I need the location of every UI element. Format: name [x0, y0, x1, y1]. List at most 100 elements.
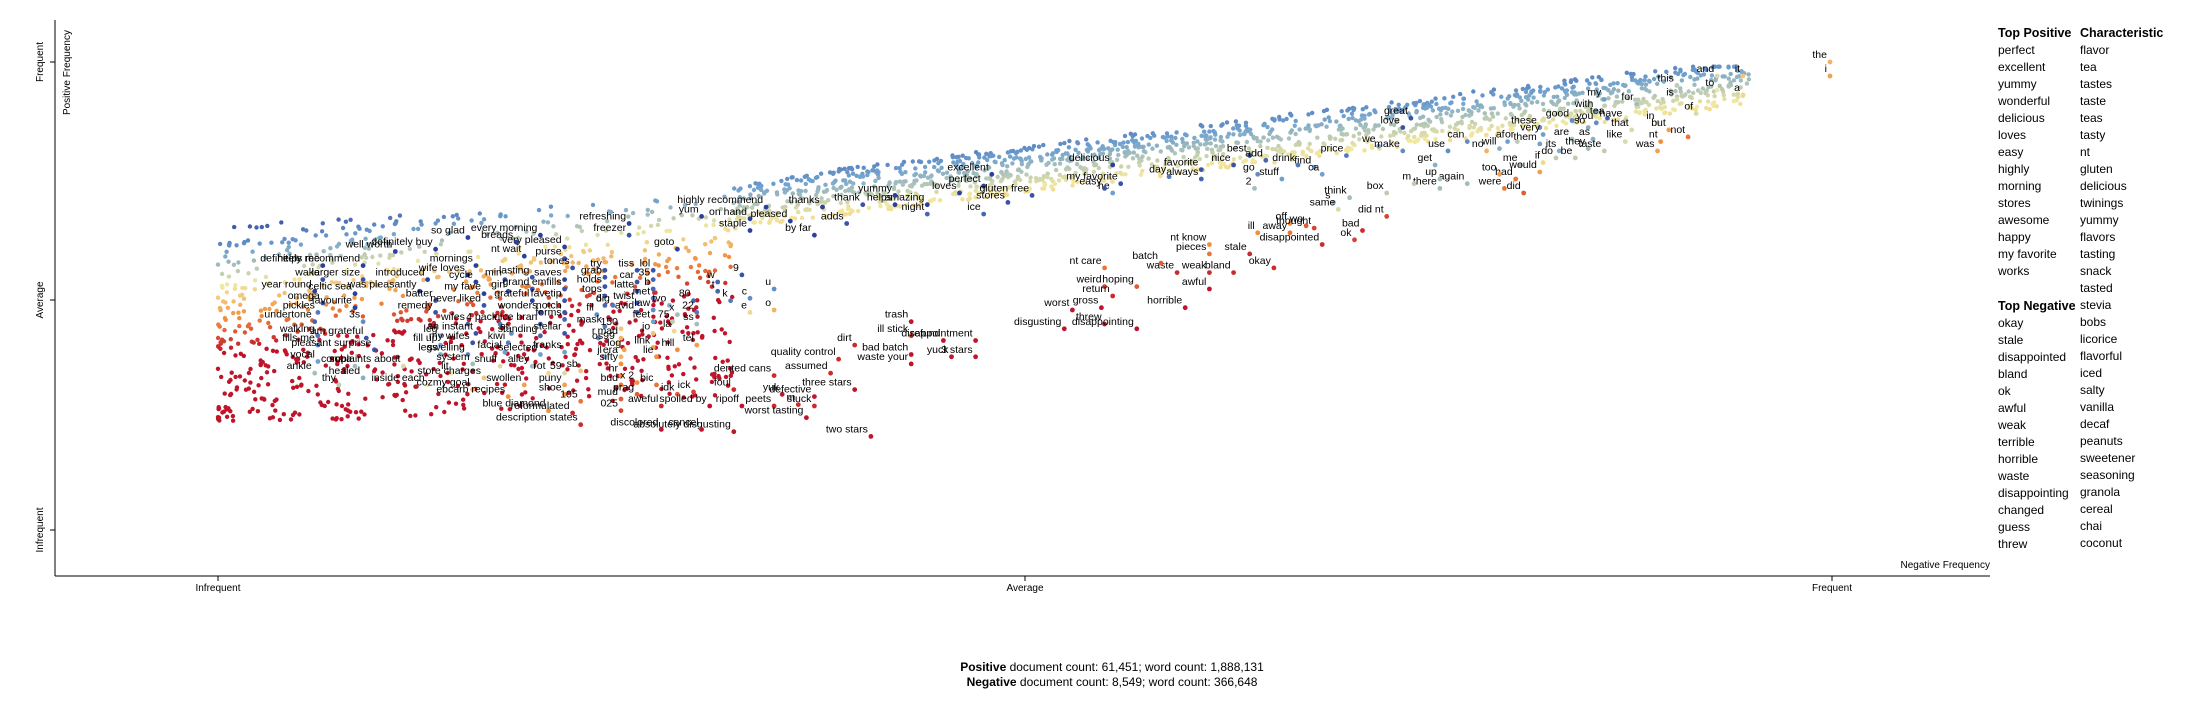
- term-point[interactable]: [556, 303, 562, 309]
- term-point[interactable]: [454, 212, 459, 218]
- term-point[interactable]: [516, 353, 521, 359]
- term-label[interactable]: ick: [678, 379, 692, 391]
- term-point[interactable]: [296, 281, 302, 286]
- term-point[interactable]: [1686, 89, 1691, 94]
- term-point[interactable]: [888, 204, 893, 210]
- term-label[interactable]: ankie: [287, 360, 312, 372]
- term-point[interactable]: [216, 322, 221, 327]
- term-point[interactable]: [251, 340, 256, 345]
- term-point[interactable]: [1364, 105, 1369, 110]
- labeled-term-point[interactable]: [844, 221, 850, 226]
- term-point[interactable]: [641, 230, 646, 235]
- characteristic-item[interactable]: chai: [2080, 519, 2103, 533]
- term-point[interactable]: [1100, 144, 1105, 149]
- term-point[interactable]: [362, 252, 367, 257]
- term-point[interactable]: [1721, 92, 1726, 98]
- term-point[interactable]: [563, 354, 568, 360]
- labeled-term-point[interactable]: [1411, 181, 1417, 187]
- term-point[interactable]: [500, 390, 505, 395]
- term-point[interactable]: [1365, 139, 1370, 144]
- term-point[interactable]: [632, 284, 638, 289]
- top-positive-item[interactable]: stores: [1998, 196, 2031, 210]
- term-label[interactable]: disappointing: [1072, 316, 1134, 328]
- term-point[interactable]: [546, 302, 551, 308]
- term-point[interactable]: [228, 377, 233, 383]
- term-label[interactable]: easy: [1079, 175, 1102, 187]
- term-point[interactable]: [576, 363, 581, 368]
- term-point[interactable]: [333, 417, 339, 422]
- term-point[interactable]: [1373, 123, 1378, 128]
- term-point[interactable]: [1412, 134, 1417, 140]
- term-point[interactable]: [822, 200, 828, 205]
- term-point[interactable]: [681, 237, 686, 242]
- term-point[interactable]: [339, 355, 344, 361]
- term-point[interactable]: [1561, 106, 1566, 111]
- characteristic-item[interactable]: tasting: [2080, 247, 2116, 261]
- term-point[interactable]: [528, 260, 534, 265]
- term-point[interactable]: [1555, 94, 1560, 99]
- term-point[interactable]: [984, 176, 989, 181]
- term-point[interactable]: [688, 264, 694, 270]
- term-point[interactable]: [973, 195, 978, 200]
- term-point[interactable]: [1657, 105, 1663, 110]
- term-label[interactable]: add: [1245, 147, 1263, 159]
- term-point[interactable]: [951, 160, 956, 165]
- term-point[interactable]: [1065, 151, 1070, 156]
- term-point[interactable]: [352, 262, 358, 267]
- term-point[interactable]: [1391, 129, 1397, 135]
- labeled-term-point[interactable]: [981, 211, 987, 217]
- term-point[interactable]: [221, 350, 227, 356]
- term-point[interactable]: [719, 327, 724, 332]
- term-point[interactable]: [392, 355, 397, 360]
- term-point[interactable]: [348, 340, 354, 345]
- labeled-term-point[interactable]: [634, 279, 640, 285]
- term-point[interactable]: [480, 309, 485, 315]
- term-label[interactable]: 105: [560, 388, 578, 400]
- term-label[interactable]: law: [634, 297, 650, 309]
- term-point[interactable]: [579, 228, 584, 234]
- term-point[interactable]: [387, 279, 392, 284]
- term-point[interactable]: [656, 272, 662, 278]
- term-point[interactable]: [433, 221, 438, 226]
- term-point[interactable]: [1110, 179, 1115, 184]
- term-point[interactable]: [1386, 104, 1392, 110]
- term-point[interactable]: [380, 224, 385, 229]
- term-point[interactable]: [1023, 156, 1028, 162]
- term-point[interactable]: [390, 342, 396, 348]
- term-point[interactable]: [686, 331, 691, 336]
- term-point[interactable]: [1243, 123, 1249, 128]
- term-point[interactable]: [601, 342, 606, 347]
- labeled-term-point[interactable]: [602, 267, 608, 273]
- term-point[interactable]: [499, 312, 504, 318]
- term-point[interactable]: [435, 275, 440, 280]
- term-point[interactable]: [843, 188, 848, 194]
- term-point[interactable]: [233, 283, 238, 288]
- term-point[interactable]: [579, 318, 584, 324]
- labeled-term-point[interactable]: [650, 267, 656, 273]
- term-point[interactable]: [897, 179, 903, 184]
- term-point[interactable]: [1075, 180, 1080, 185]
- term-label[interactable]: 80: [679, 288, 691, 300]
- term-label[interactable]: ill: [1248, 220, 1255, 232]
- term-point[interactable]: [1220, 151, 1226, 157]
- term-point[interactable]: [478, 268, 484, 273]
- term-point[interactable]: [948, 174, 953, 179]
- term-point[interactable]: [1424, 133, 1429, 138]
- term-point[interactable]: [1499, 94, 1504, 100]
- term-label[interactable]: idk: [661, 381, 675, 393]
- term-label[interactable]: jo: [641, 320, 650, 332]
- term-point[interactable]: [1231, 132, 1236, 137]
- term-point[interactable]: [297, 375, 302, 381]
- term-label[interactable]: breads: [481, 229, 513, 241]
- characteristic-item[interactable]: bobs: [2080, 315, 2107, 329]
- term-point[interactable]: [373, 282, 378, 287]
- labeled-term-point[interactable]: [360, 263, 366, 268]
- term-point[interactable]: [1113, 140, 1118, 145]
- labeled-term-point[interactable]: [1601, 148, 1607, 154]
- term-point[interactable]: [758, 187, 764, 192]
- term-point[interactable]: [1545, 87, 1551, 92]
- term-point[interactable]: [865, 190, 870, 195]
- labeled-term-point[interactable]: [973, 354, 978, 360]
- term-point[interactable]: [380, 370, 385, 375]
- term-point[interactable]: [1447, 138, 1453, 143]
